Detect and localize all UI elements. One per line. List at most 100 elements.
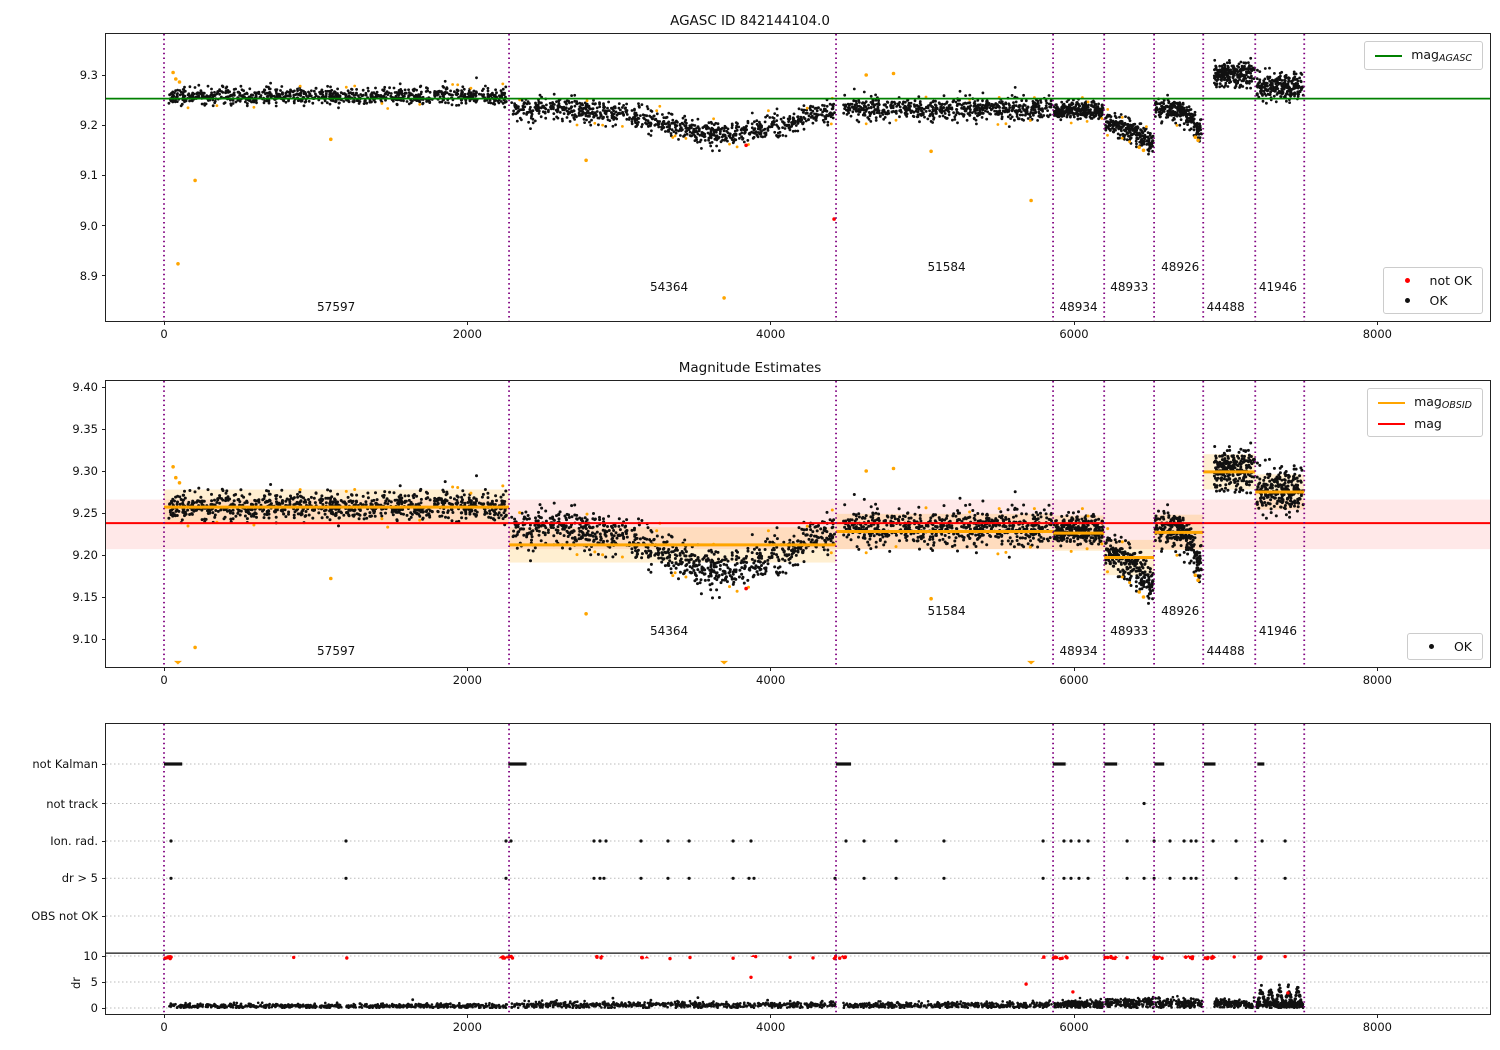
x-tick-label: 6000: [1059, 327, 1089, 341]
x-tick-label: 2000: [452, 1020, 482, 1034]
y-tick-label: 9.20: [72, 548, 98, 562]
flag-row-label: dr > 5: [61, 871, 98, 886]
dr-tick-label: 5: [90, 975, 98, 989]
mag-obsid-lines: [164, 470, 1305, 560]
obsid-boundary-lines: [163, 381, 1306, 667]
top-legend: magAGASC: [1364, 41, 1483, 70]
y-tick-label: 9.3: [79, 68, 98, 82]
y-tick: [102, 763, 106, 765]
obsid-label: 44488: [1206, 300, 1245, 314]
not-track-marks: [1142, 801, 1146, 806]
x-tick: [466, 667, 468, 671]
y-tick: [102, 1007, 106, 1009]
dr-axis-label: dr: [69, 976, 84, 990]
legend-entry-mag-obsid: magOBSID: [1378, 394, 1472, 411]
obsid-label: 48934: [1059, 300, 1098, 314]
y-tick: [102, 428, 106, 430]
y-tick: [102, 470, 106, 472]
dr-zigzag: [1255, 983, 1305, 1008]
y-tick: [102, 554, 106, 556]
legend-entry-mag: mag: [1378, 416, 1472, 431]
legend-entry-mag-agasc: magAGASC: [1375, 47, 1472, 64]
y-tick-label: 9.25: [72, 506, 98, 520]
x-tick: [1073, 667, 1075, 671]
obsid-label: 54364: [649, 624, 689, 638]
obsid-boundary-lines: [163, 34, 1306, 321]
obsid-label: 51584: [927, 604, 966, 618]
legend-label-ok-middle: OK: [1453, 639, 1472, 654]
y-tick-label: 8.9: [79, 268, 98, 283]
obsid-label: 48934: [1059, 644, 1098, 658]
legend-entry-not-ok: not OK: [1394, 273, 1472, 288]
x-tick-label: 0: [160, 1020, 168, 1034]
y-tick-label: 9.10: [72, 632, 98, 646]
y-tick: [102, 955, 106, 957]
obsid-label: 48933: [1110, 624, 1149, 638]
obsid-label: 48926: [1161, 260, 1200, 274]
ok-scatter-points: [167, 56, 1305, 156]
obsid-label: 48926: [1161, 604, 1200, 618]
y-tick: [102, 638, 106, 640]
dr-tick-label: 10: [83, 949, 98, 963]
y-tick: [102, 124, 106, 126]
y-tick: [102, 877, 106, 879]
y-tick-label: 9.30: [72, 464, 98, 478]
x-tick-label: 8000: [1362, 673, 1392, 687]
y-tick: [102, 803, 106, 804]
ion-rad-marks: [169, 839, 1287, 843]
x-tick: [466, 321, 468, 325]
middle-ok-legend: OK: [1406, 633, 1483, 660]
x-tick: [1073, 1014, 1075, 1018]
x-tick: [770, 321, 772, 325]
bottom-plot-area: dr 0 2000 4000 6000 8000 not Kalman not track I…: [31, 723, 1491, 1034]
flag-row-label: OBS not OK: [31, 909, 98, 923]
y-tick: [102, 512, 106, 514]
x-tick-label: 8000: [1362, 1020, 1392, 1034]
x-tick-label: 0: [160, 673, 168, 687]
x-tick: [466, 1014, 468, 1018]
gridlines: [106, 763, 1490, 1009]
x-tick: [163, 667, 165, 671]
y-tick: [102, 981, 106, 983]
x-tick: [770, 667, 772, 671]
middle-plot-canvas: [106, 381, 1490, 667]
obsid-label: 57597: [317, 300, 356, 314]
x-tick-label: 4000: [756, 1020, 786, 1034]
red-dot-swatch: [1404, 278, 1410, 283]
obsid-label: 41946: [1258, 280, 1298, 294]
green-line-swatch: [1375, 54, 1403, 57]
dr-gt5-marks: [169, 876, 1287, 880]
obsid-label: 51584: [927, 260, 966, 274]
x-tick-label: 6000: [1059, 673, 1089, 687]
y-tick-label: 9.15: [72, 590, 98, 604]
y-tick-label: 9.1: [79, 168, 98, 183]
dr-tick-label: 0: [90, 1001, 98, 1015]
legend-entry-ok: OK: [1394, 293, 1472, 308]
x-tick: [1376, 667, 1378, 671]
x-tick: [770, 1014, 772, 1018]
dr-points: [168, 994, 1305, 1009]
y-tick-label: 9.35: [72, 422, 98, 436]
obsid-boundary-lines: [163, 724, 1306, 1014]
x-tick-label: 8000: [1362, 327, 1392, 341]
obsid-label: 54364: [649, 280, 689, 294]
obsid-label: 41946: [1258, 624, 1298, 638]
legend-label-ok: OK: [1429, 293, 1448, 308]
black-dot-swatch: [1428, 644, 1434, 649]
y-tick: [102, 596, 106, 598]
x-tick: [1376, 1014, 1378, 1018]
legend-label-mag-obsid: magOBSID: [1414, 394, 1472, 411]
not-kalman-marks: [164, 762, 1265, 766]
black-dot-swatch: [1404, 298, 1410, 303]
middle-legend: magOBSID mag: [1367, 388, 1483, 437]
outlier-points: [171, 465, 1200, 665]
y-tick: [102, 225, 106, 227]
x-tick: [1073, 321, 1075, 325]
y-tick-label: 9.40: [72, 380, 98, 394]
legend-label-not-ok: not OK: [1429, 273, 1472, 288]
y-tick: [102, 174, 106, 176]
x-tick-label: 0: [160, 327, 168, 341]
top-ok-legend: not OK OK: [1382, 267, 1483, 314]
outlier-points: [171, 70, 1200, 300]
